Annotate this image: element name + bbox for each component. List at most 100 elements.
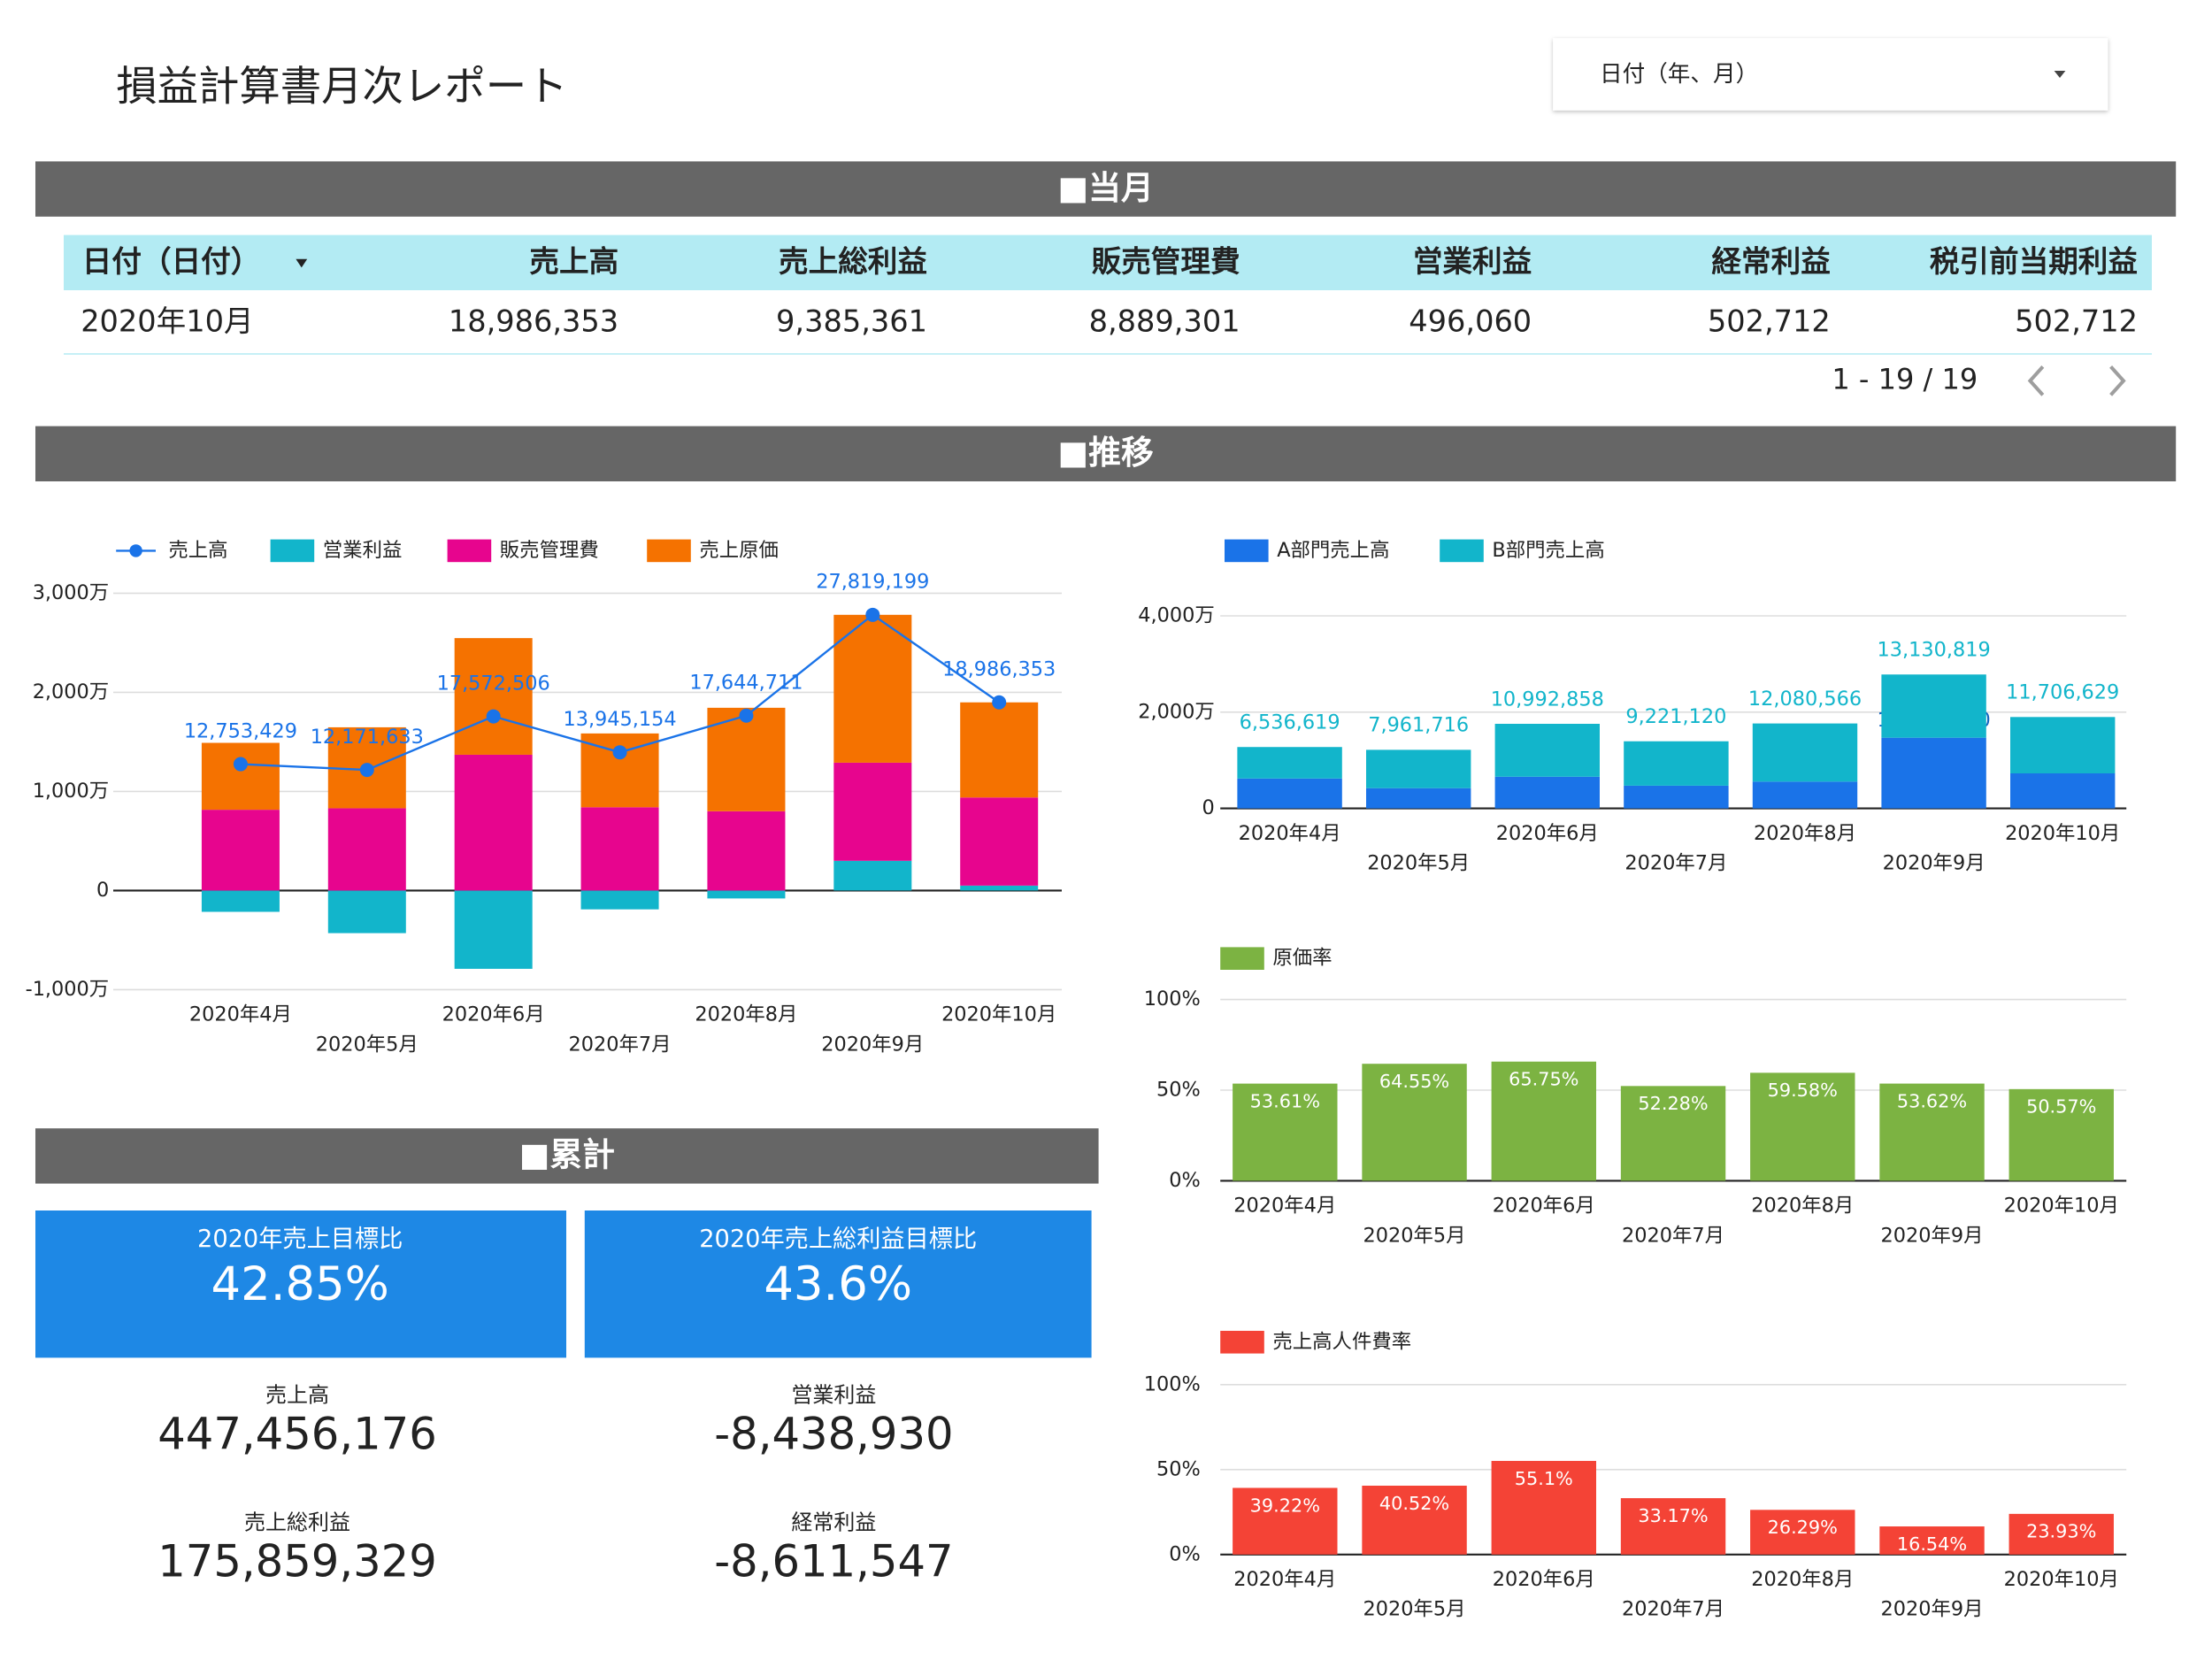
data-label: 13,130,819 bbox=[1877, 639, 1990, 662]
column-header: 税引前当期利益 bbox=[1930, 244, 2138, 279]
sort-arrow[interactable] bbox=[296, 258, 308, 268]
x-tick-label: 2020年4月 bbox=[1239, 822, 1341, 845]
x-tick-label: 2020年10月 bbox=[941, 1003, 1056, 1026]
x-tick-label: 2020年4月 bbox=[189, 1003, 292, 1026]
y-tick-label: 2,000万 bbox=[33, 680, 110, 703]
data-label: 10,992,858 bbox=[1491, 688, 1604, 711]
bar bbox=[1881, 737, 1986, 809]
y-tick-label: 4,000万 bbox=[1138, 604, 1215, 627]
total-label: 営業利益 bbox=[791, 1383, 876, 1408]
x-tick-label: 2020年7月 bbox=[1622, 1224, 1724, 1247]
legend-label: 売上原価 bbox=[699, 539, 779, 562]
table-cell: 18,986,353 bbox=[449, 304, 618, 338]
data-label: 12,753,429 bbox=[184, 719, 297, 742]
table-cell: 9,385,361 bbox=[776, 304, 927, 338]
dropdown-arrow[interactable] bbox=[2054, 71, 2066, 78]
bar bbox=[1750, 1072, 1855, 1181]
column-header: 売上高 bbox=[529, 244, 618, 279]
y-tick-label: 50% bbox=[1156, 1079, 1201, 1102]
bar bbox=[1881, 674, 1986, 738]
y-tick-label: 0% bbox=[1169, 1169, 1201, 1192]
total-label: 売上高 bbox=[265, 1383, 329, 1408]
bar bbox=[1362, 1486, 1467, 1555]
bar bbox=[960, 797, 1039, 886]
bar bbox=[1237, 778, 1342, 809]
data-label: 53.61% bbox=[1250, 1090, 1320, 1111]
bar bbox=[327, 808, 406, 891]
line-point bbox=[359, 763, 374, 778]
scorecard-value: 43.6% bbox=[764, 1257, 912, 1311]
bar bbox=[707, 707, 786, 811]
bar bbox=[201, 890, 280, 912]
scorecard-label: 2020年売上目標比 bbox=[197, 1226, 403, 1253]
bar bbox=[1620, 1498, 1726, 1555]
y-tick-label: 0 bbox=[96, 879, 109, 902]
bar bbox=[201, 810, 280, 891]
bar bbox=[960, 885, 1039, 891]
data-label: 7,961,716 bbox=[1368, 714, 1469, 737]
data-label: 27,819,199 bbox=[816, 571, 929, 594]
bar bbox=[1366, 788, 1471, 809]
bar bbox=[1491, 1461, 1596, 1555]
prev-page[interactable] bbox=[2027, 365, 2045, 396]
x-tick-label: 2020年5月 bbox=[1367, 852, 1470, 875]
data-label: 53.62% bbox=[1897, 1090, 1967, 1111]
x-tick-label: 2020年6月 bbox=[1493, 1568, 1595, 1591]
x-tick-label: 2020年5月 bbox=[1363, 1224, 1466, 1247]
total-value: -8,438,930 bbox=[714, 1409, 953, 1460]
report-title: 損益計算書月次レポート bbox=[116, 62, 567, 110]
line-point bbox=[992, 695, 1007, 710]
legend-swatch bbox=[447, 539, 492, 563]
data-label: 11,706,629 bbox=[2006, 681, 2119, 704]
x-tick-label: 2020年7月 bbox=[1624, 852, 1727, 875]
bar bbox=[833, 762, 912, 861]
x-tick-label: 2020年6月 bbox=[442, 1003, 545, 1026]
data-label: 65.75% bbox=[1509, 1069, 1578, 1090]
next-page[interactable] bbox=[2109, 365, 2126, 396]
data-label: 13,945,154 bbox=[563, 708, 676, 731]
bar bbox=[1491, 1061, 1596, 1181]
x-tick-label: 2020年4月 bbox=[1233, 1568, 1336, 1591]
data-label: 6,536,619 bbox=[1240, 711, 1340, 734]
data-label: 12,080,566 bbox=[1748, 688, 1862, 711]
bar bbox=[580, 807, 659, 891]
data-label: 17,644,711 bbox=[689, 671, 803, 694]
x-tick-label: 2020年8月 bbox=[1754, 822, 1856, 845]
data-label: 40.52% bbox=[1379, 1493, 1449, 1514]
bar bbox=[960, 702, 1039, 798]
x-tick-label: 2020年8月 bbox=[1751, 1195, 1854, 1218]
x-tick-label: 2020年9月 bbox=[1883, 852, 1985, 875]
line-point bbox=[865, 607, 880, 622]
column-header: 営業利益 bbox=[1413, 244, 1532, 279]
x-tick-label: 2020年6月 bbox=[1496, 822, 1599, 845]
legend-label: 原価率 bbox=[1272, 947, 1332, 970]
total-value: -8,611,547 bbox=[714, 1536, 953, 1587]
total-value: 175,859,329 bbox=[157, 1536, 437, 1587]
legend-label: B部門売上高 bbox=[1492, 539, 1604, 562]
line-point bbox=[486, 709, 501, 724]
legend-label: 売上高人件費率 bbox=[1272, 1330, 1411, 1353]
bar bbox=[2010, 772, 2116, 809]
bar bbox=[2010, 717, 2116, 773]
bar bbox=[1362, 1064, 1467, 1181]
bar bbox=[454, 890, 533, 969]
bar bbox=[1620, 1086, 1726, 1181]
x-tick-label: 2020年5月 bbox=[1363, 1598, 1466, 1621]
bar bbox=[707, 811, 786, 891]
y-tick-label: 0% bbox=[1169, 1542, 1201, 1565]
legend-label: A部門売上高 bbox=[1277, 539, 1389, 562]
line-point bbox=[739, 708, 754, 723]
section-title: ■当月 bbox=[1057, 169, 1153, 207]
bar bbox=[1879, 1083, 1985, 1181]
date-filter[interactable] bbox=[1553, 38, 2108, 111]
table-cell: 8,889,301 bbox=[1089, 304, 1240, 338]
data-label: 12,171,633 bbox=[311, 726, 424, 749]
x-tick-label: 2020年6月 bbox=[1493, 1195, 1595, 1218]
data-label: 39.22% bbox=[1250, 1495, 1320, 1516]
bar bbox=[1237, 747, 1342, 779]
legend-label: 売上高 bbox=[168, 539, 227, 562]
section-title: ■推移 bbox=[1057, 434, 1153, 472]
data-label: 26.29% bbox=[1768, 1517, 1838, 1538]
